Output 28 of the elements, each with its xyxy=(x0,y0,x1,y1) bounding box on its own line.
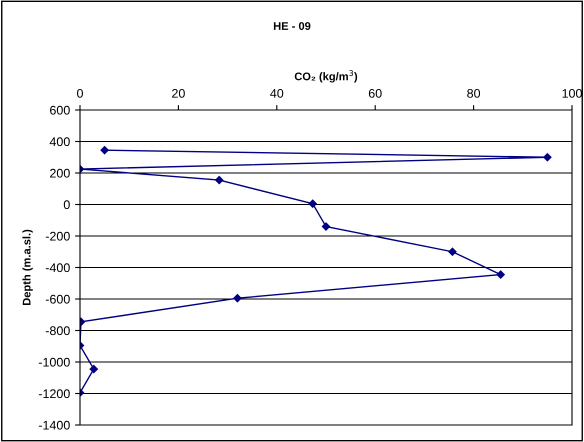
y-tick-label: -1000 xyxy=(38,358,70,367)
point xyxy=(322,222,330,231)
point xyxy=(90,364,98,374)
point xyxy=(308,200,317,208)
x-tick-label: 60 xyxy=(368,88,382,98)
x-tick-label: 40 xyxy=(270,88,284,98)
x-tick-label: 20 xyxy=(172,88,185,98)
x-tick-label: 80 xyxy=(467,88,480,98)
y-tick-label: -800 xyxy=(46,326,70,336)
y-tick-label: 400 xyxy=(50,137,70,146)
y-tick-label: 200 xyxy=(50,168,70,178)
y-tick-label: -200 xyxy=(46,232,70,241)
y-tick-label: -400 xyxy=(46,263,70,272)
y-tick-label: -1400 xyxy=(38,420,70,430)
y-tick-label: 0 xyxy=(64,200,70,210)
point xyxy=(448,248,457,256)
chart-title: HE - 09 xyxy=(274,22,310,30)
point xyxy=(100,146,109,154)
y-tick-label: -1200 xyxy=(38,389,70,398)
y-axis-title: Depth (m.a.sl.) xyxy=(22,230,33,306)
x-tick-label: 0 xyxy=(77,88,83,98)
point xyxy=(233,294,242,302)
y-tick-label: -600 xyxy=(46,294,70,304)
y-tick-label: 600 xyxy=(50,106,70,115)
point xyxy=(215,176,224,184)
point xyxy=(543,153,552,162)
point xyxy=(496,270,505,279)
x-axis-title: CO₂ (kg/m$^{3}$) xyxy=(294,70,358,83)
